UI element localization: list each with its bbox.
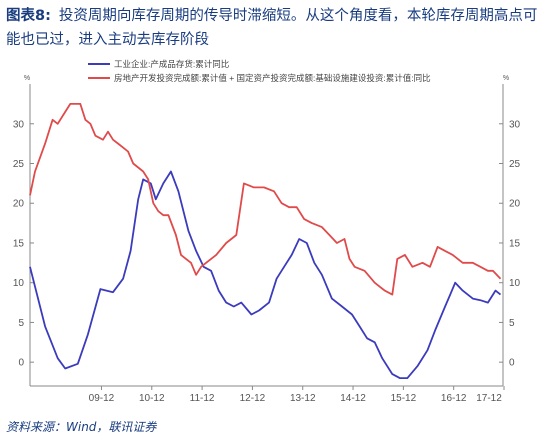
x-tick-label: 09-12 [89, 393, 115, 404]
figure-title: 图表8: 投资周期向库存周期的传导时滞缩短。从这个角度看，本轮库存周期高点可能也已… [6, 4, 544, 52]
figure-title-text: 投资周期向库存周期的传导时滞缩短。从这个角度看，本轮库存周期高点可能也已过，进入… [6, 8, 538, 48]
y-tick-label-left: 0 [18, 358, 24, 369]
y-tick-label-right: 10 [509, 278, 521, 289]
y-tick-label-left: 15 [13, 238, 25, 249]
x-tick-label: 10-12 [139, 393, 165, 404]
chart-container: %% 0 0 5 5 10 10 15 15 20 20 25 25 30 30 09-12 10-12 11-1… [0, 56, 550, 411]
figure-source: 资料来源：Wind，联讯证券 [6, 420, 157, 434]
x-tick-label: 13-12 [290, 393, 316, 404]
x-tick-label: 15-12 [391, 393, 417, 404]
x-tick-label: 17-12 [476, 393, 502, 404]
chart-series [29, 103, 502, 379]
x-tick-label: 12-12 [240, 393, 266, 404]
x-tick-label: 14-12 [340, 393, 366, 404]
y-tick-label-right: 20 [509, 199, 521, 210]
y-tick-label-right: 0 [509, 358, 515, 369]
legend-label: 房地产开发投资完成额:累计值 + 国定资产投资完成额:基础设施建设投资:累计值:… [114, 73, 431, 83]
y-tick-label-left: 20 [13, 199, 25, 210]
y-tick-label-left: 25 [13, 159, 25, 170]
y-tick-label-right: 15 [509, 238, 521, 249]
chart-axes: % % 0 0 5 5 10 10 15 15 20 20 25 25 30 30 09-12 10-12 11-1… [13, 75, 521, 404]
y-tick-label-left: 10 [13, 278, 25, 289]
y-tick-label-left: 5 [18, 318, 24, 329]
figure-label: 图表8: [6, 8, 51, 24]
y-tick-label-right: 30 [509, 119, 521, 130]
series-line-inventory [29, 170, 502, 379]
x-tick-label: 11-12 [190, 393, 215, 404]
right-unit-label: % [503, 75, 509, 82]
series-line-investment [29, 103, 502, 296]
legend-label: 工业企业:产成品存货:累计同比 [114, 59, 229, 69]
y-tick-label-right: 25 [509, 159, 521, 170]
left-unit-label: % [24, 75, 30, 82]
line-chart: % % 0 0 5 5 10 10 15 15 20 20 25 25 30 30 09-12 10-12 11-1… [13, 59, 521, 404]
y-tick-label-right: 5 [509, 318, 515, 329]
x-tick-label: 16-12 [441, 393, 467, 404]
y-tick-label-left: 30 [13, 119, 25, 130]
